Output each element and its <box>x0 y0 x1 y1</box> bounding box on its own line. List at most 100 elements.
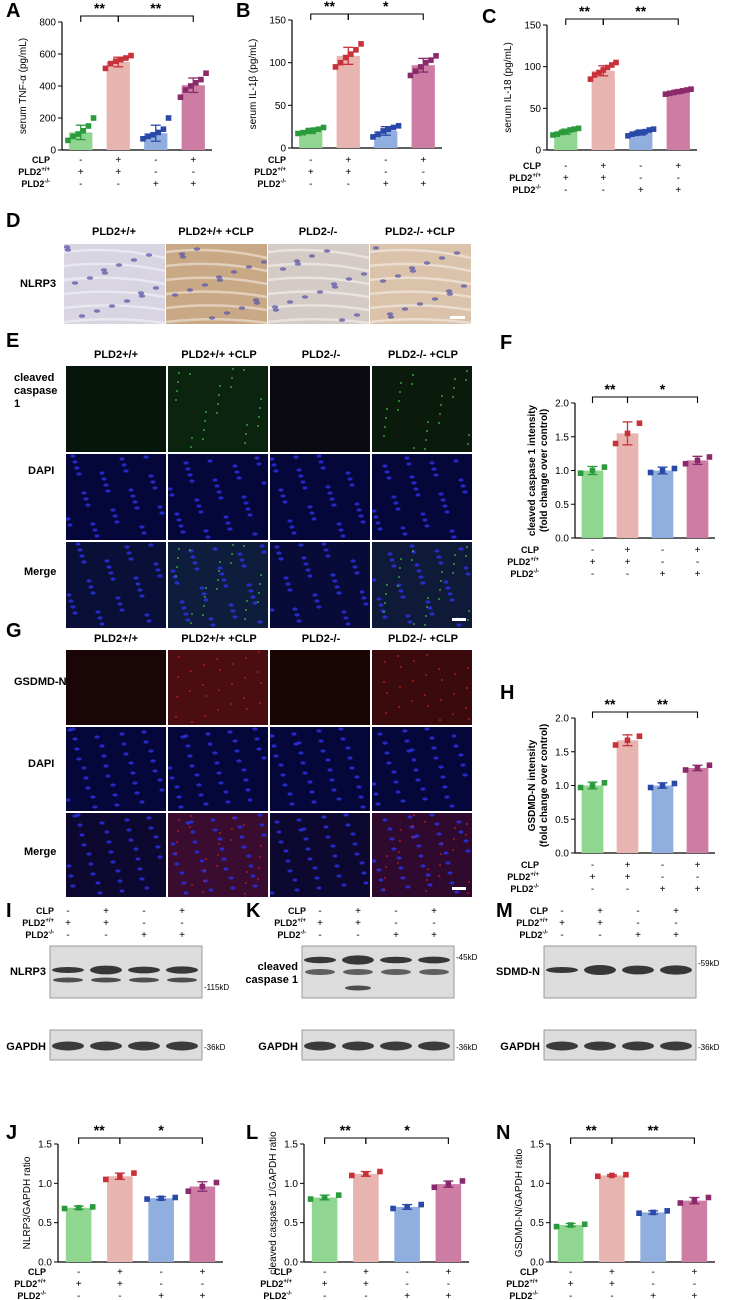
data-point <box>321 1194 328 1201</box>
grid-E-tile-r2-c3 <box>270 454 370 540</box>
condition-sign: + <box>383 179 389 190</box>
data-point <box>577 470 584 476</box>
sig-label: ** <box>657 696 668 712</box>
data-point <box>629 131 636 137</box>
grid-E-tile-r2-c4 <box>372 454 472 540</box>
grid-G-tile-r3-c3 <box>270 813 370 897</box>
condition-sign: - <box>696 557 699 568</box>
band <box>53 977 83 983</box>
e-header-wtclp: PLD2+/+ +CLP <box>181 349 257 361</box>
data-point <box>636 420 643 427</box>
band <box>304 956 336 964</box>
data-point <box>335 1192 342 1198</box>
chart-caspase-ratio: 0.0 0.5 1.0 1.5 cleaved caspase 1/GAPDH rati… <box>260 1122 469 1300</box>
condition-sign: + <box>179 906 185 917</box>
condition-sign: + <box>563 173 569 184</box>
chart-caspase-intensity: 0.0 0.5 1.0 1.5 2.0 cleaved caspase 1 intensi… <box>507 381 715 580</box>
panel-letter-a: A <box>6 0 21 22</box>
bar-1 <box>581 470 604 538</box>
condition-sign: + <box>404 1291 410 1300</box>
condition-sign: - <box>405 1267 408 1278</box>
y-tick-label: 100 <box>524 62 541 73</box>
condition-sign: - <box>384 155 387 166</box>
data-point <box>601 780 608 786</box>
condition-sign: - <box>651 1267 654 1278</box>
data-point <box>646 127 653 133</box>
condition-sign: - <box>66 930 69 941</box>
y-tick-label: 600 <box>39 50 56 61</box>
data-point <box>650 1209 656 1216</box>
data-point <box>682 767 689 773</box>
data-point <box>671 89 677 96</box>
data-point <box>688 86 694 92</box>
condition-sign: - <box>323 1291 326 1300</box>
condition-sign: + <box>675 185 681 196</box>
data-point <box>412 68 419 74</box>
data-point <box>353 47 359 53</box>
condition-sign: - <box>394 918 397 929</box>
condition-sign: - <box>318 906 321 917</box>
data-point <box>187 83 194 89</box>
row-label-clp: CLP <box>523 161 541 171</box>
data-point <box>75 1204 82 1211</box>
sig-bracket <box>365 1137 449 1144</box>
data-point <box>553 1223 560 1230</box>
blot-target-label: cleaved <box>258 961 298 973</box>
data-point <box>581 1221 588 1228</box>
row-label-clp: CLP <box>28 1267 46 1277</box>
g-row-merge: Merge <box>24 846 57 858</box>
row-label-clp: CLP <box>268 155 286 165</box>
gapdh-band <box>584 1041 616 1051</box>
data-point <box>624 430 631 437</box>
condition-sign: - <box>591 569 594 580</box>
condition-sign: + <box>115 155 121 166</box>
data-point <box>459 1178 466 1184</box>
bar-2 <box>336 55 360 149</box>
condition-sign: - <box>309 155 312 166</box>
condition-sign: - <box>696 872 699 883</box>
data-point <box>554 131 561 137</box>
bar-2 <box>591 70 615 150</box>
condition-sign: - <box>142 906 145 917</box>
row-label-wt: PLD2+/+ <box>14 1279 46 1289</box>
band <box>418 956 450 964</box>
chart-serum-tnf: 0 200 400 600 800 serum TNF-α (pg/mL) ** ** CLP -… <box>18 0 212 190</box>
data-point <box>103 1176 109 1183</box>
data-point <box>310 127 317 133</box>
condition-sign: - <box>560 906 563 917</box>
y-axis-label: (fold change over control) <box>539 724 550 847</box>
band <box>546 967 578 973</box>
band <box>381 969 411 975</box>
grid-G-tile-r2-c1 <box>66 727 166 811</box>
row-label-clp: CLP <box>274 1267 292 1277</box>
bar-2 <box>599 1175 625 1262</box>
y-tick-label: 0 <box>280 144 286 155</box>
bar-4 <box>686 460 709 538</box>
data-point <box>682 460 689 467</box>
data-point <box>558 129 565 136</box>
data-point <box>609 1172 615 1179</box>
condition-sign: + <box>638 185 644 196</box>
condition-sign: - <box>201 1279 204 1290</box>
data-point <box>423 59 429 66</box>
data-point <box>144 1196 150 1202</box>
data-point <box>182 87 189 93</box>
blot-gapdh-label: GAPDH <box>258 1041 298 1053</box>
condition-sign: - <box>356 930 359 941</box>
condition-sign: + <box>625 872 631 883</box>
band <box>90 965 122 975</box>
condition-sign: - <box>560 930 563 941</box>
condition-sign: - <box>693 1279 696 1290</box>
data-point <box>613 59 619 66</box>
condition-sign: + <box>153 179 159 190</box>
g-header-wt: PLD2+/+ <box>93 633 139 645</box>
y-tick-label: 0.5 <box>38 1218 52 1229</box>
e-row-caspase: cleaved caspase 1 <box>14 372 58 410</box>
data-point <box>683 87 690 93</box>
band <box>91 977 121 983</box>
condition-sign: + <box>568 1279 574 1290</box>
condition-sign: - <box>626 569 629 580</box>
condition-sign: + <box>695 884 701 895</box>
